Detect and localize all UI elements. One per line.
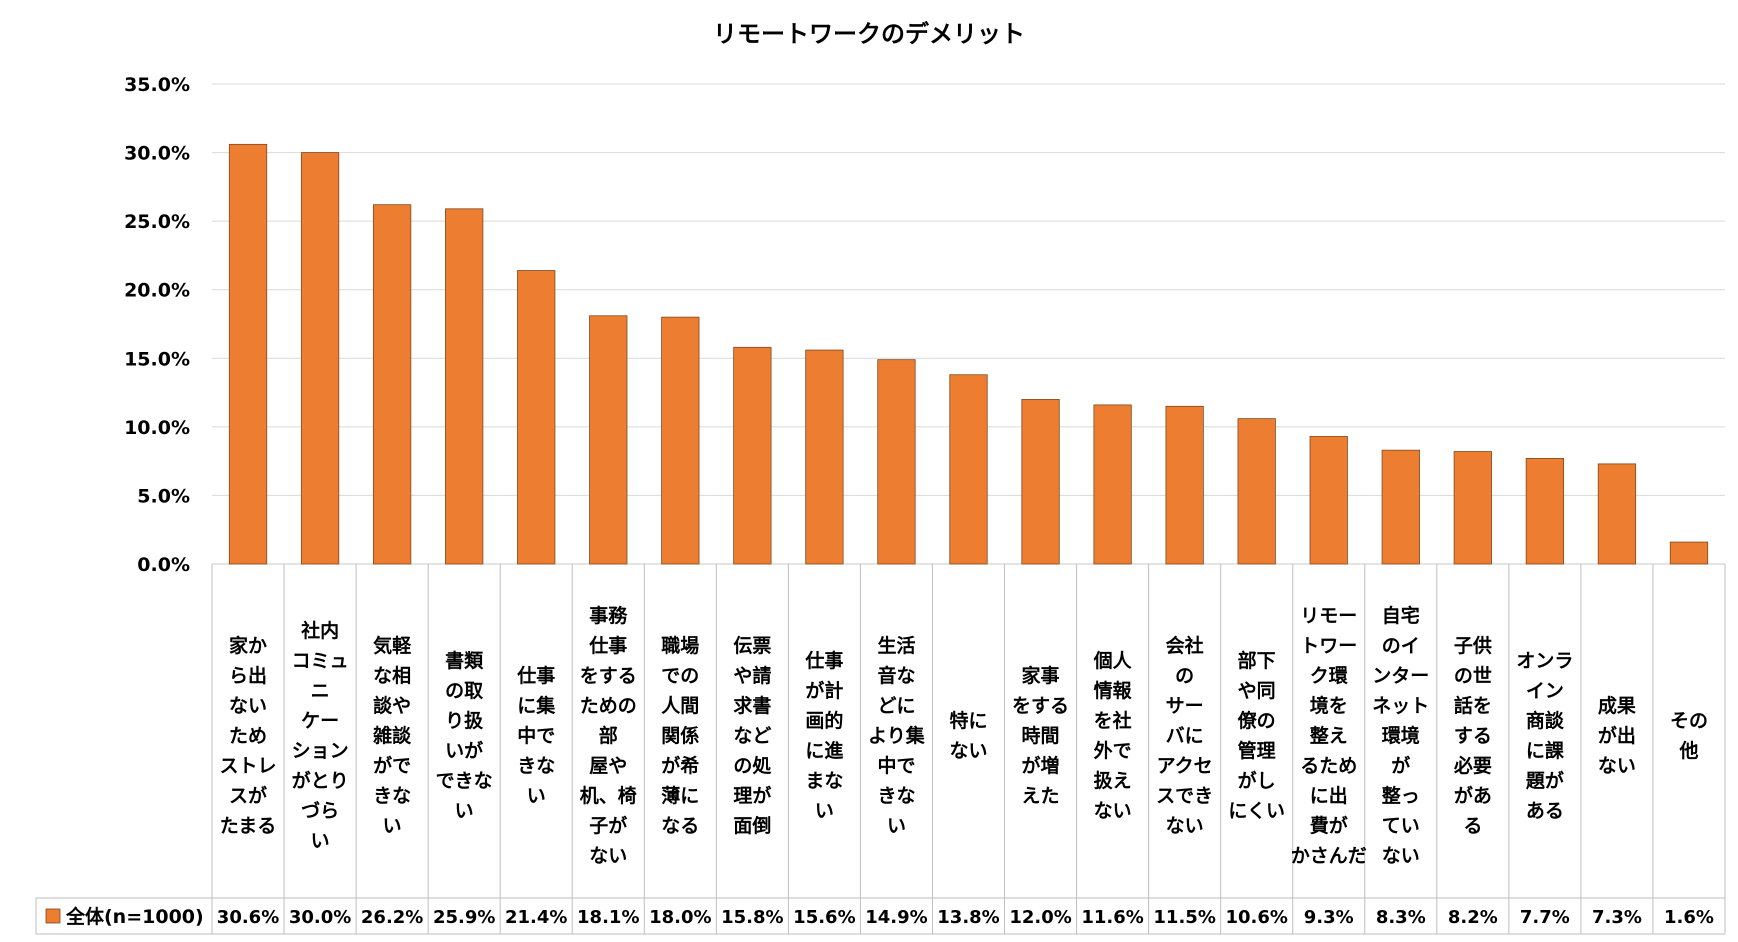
data-label: 10.6% (1225, 907, 1287, 928)
x-tick-label: 事務仕事をするための部屋や机、椅子がない (580, 604, 637, 867)
data-label: 8.2% (1448, 907, 1498, 928)
bar (1165, 405, 1204, 565)
x-tick-label: 社内コミュニケーションがとりづらい (292, 619, 349, 852)
data-label: 8.3% (1376, 907, 1426, 928)
bar (877, 359, 916, 565)
data-label: 26.2% (361, 907, 423, 928)
data-table: 家から出ないためストレスがたまる社内コミュニケーションがとりづらい気軽な相談や雑… (35, 564, 1726, 935)
x-tick-label: 自宅のインターネット環境が整っていない (1372, 604, 1429, 867)
y-tick-label: 30.0% (124, 143, 190, 165)
bar (1597, 463, 1637, 565)
data-label: 11.6% (1081, 907, 1143, 928)
y-tick-label: 5.0% (137, 485, 190, 507)
data-label: 14.9% (865, 907, 927, 928)
x-tick-label: 職場での人間関係が希薄になる (661, 634, 699, 837)
data-label: 12.0% (1009, 907, 1071, 928)
data-label: 11.5% (1153, 907, 1215, 928)
data-label: 18.1% (577, 907, 639, 928)
y-tick-label: 35.0% (124, 74, 190, 96)
x-tick-label: 部下や同僚の管理がしにくい (1228, 649, 1285, 822)
x-tick-label: 伝票や請求書などの処理が面倒 (733, 635, 771, 837)
data-label: 21.4% (505, 907, 567, 928)
bar (733, 346, 772, 565)
bar (228, 143, 268, 565)
x-tick-label: 特にない (949, 710, 987, 762)
x-tick-label: 生活音などにより集中できない (868, 634, 926, 837)
y-tick-label: 15.0% (124, 348, 190, 370)
data-label: 7.7% (1520, 907, 1570, 928)
bar-series (228, 143, 1709, 565)
legend-swatch (45, 908, 61, 924)
data-label: 30.0% (289, 907, 351, 928)
data-label: 15.8% (721, 907, 783, 928)
data-label: 18.0% (649, 907, 711, 928)
data-label: 1.6% (1664, 907, 1714, 928)
bar (1237, 418, 1276, 565)
x-tick-label: 子供の世話をする必要がある (1453, 634, 1492, 837)
bar (372, 204, 412, 565)
bar (1309, 436, 1348, 565)
y-tick-label: 10.0% (124, 417, 190, 439)
bar (445, 208, 484, 565)
y-tick-label: 25.0% (124, 211, 190, 233)
bar (805, 349, 844, 565)
bar (1453, 451, 1492, 565)
x-tick-label: 仕事に集中できない (516, 664, 556, 807)
bar (1669, 541, 1709, 565)
data-label: 13.8% (937, 907, 999, 928)
data-label: 9.3% (1304, 907, 1354, 928)
x-tick-label: 気軽な相談や雑談ができない (372, 634, 412, 837)
x-tick-label: リモートワーク環境を整えるために出費がかさんだ (1291, 605, 1367, 867)
x-tick-label: その他 (1670, 710, 1708, 762)
bar (1525, 457, 1565, 565)
bar (1381, 449, 1420, 565)
bar (589, 315, 628, 565)
x-tick-label: 書類の取り扱いができない (436, 650, 493, 822)
data-label: 30.6% (217, 907, 279, 928)
x-tick-label: 会社のサーバにアクセスできない (1156, 634, 1213, 837)
y-axis-ticks: 0.0% 5.0% 10.0% 15.0% 20.0% 25.0% 30.0% 35.0% (124, 74, 190, 576)
x-tick-label: オンライン商談に課題がある (1516, 650, 1573, 822)
data-label: 7.3% (1592, 907, 1642, 928)
y-tick-label: 0.0% (137, 554, 190, 576)
y-tick-label: 20.0% (124, 280, 190, 302)
data-label: 15.6% (793, 907, 855, 928)
bar (661, 316, 700, 565)
bar (1093, 404, 1132, 565)
x-tick-label: 仕事が計画的に進まない (804, 649, 843, 822)
bar (1021, 399, 1060, 565)
x-tick-label: 個人情報を社外で扱えない (1093, 650, 1133, 822)
legend-label: 全体(n=1000) (65, 905, 204, 928)
x-tick-label: 家事をする時間が増えた (1012, 664, 1069, 807)
bar (300, 152, 340, 565)
chart-title: リモートワークのデメリット (713, 20, 1025, 48)
x-tick-label: 成果が出ない (1598, 694, 1636, 777)
data-label: 25.9% (433, 907, 495, 928)
x-tick-label: 家から出ないためストレスがたまる (220, 634, 277, 837)
bar (949, 374, 988, 565)
bar (517, 270, 556, 565)
